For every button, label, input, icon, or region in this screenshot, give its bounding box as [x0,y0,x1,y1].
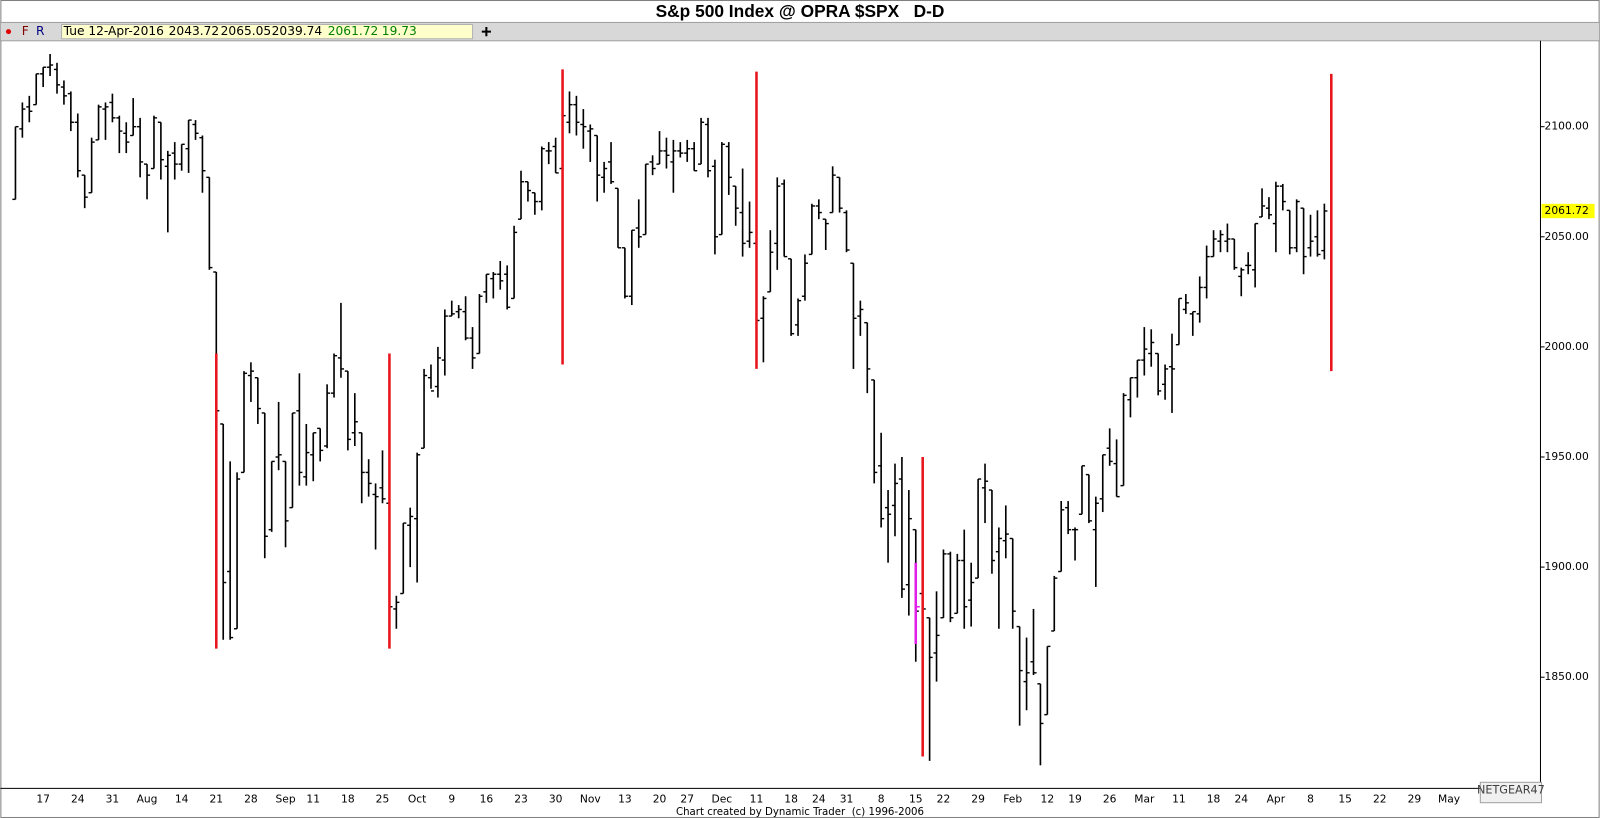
x-tick-label: 31 [840,793,854,806]
x-tick-label: 22 [937,793,951,806]
y-tick-label: 1850.00 [1545,670,1589,683]
x-tick-label: 22 [1373,793,1387,806]
x-tick-label: 28 [244,793,258,806]
x-tick-label: 12 [1041,793,1055,806]
x-tick-label: Feb [1003,793,1022,806]
x-tick-label: 11 [306,793,320,806]
x-tick-label: 27 [680,793,694,806]
y-tick-label: 2050.00 [1545,230,1589,243]
credit: Chart created by Dynamic Trader (c) 1996… [676,807,924,818]
x-tick-label: 16 [480,793,494,806]
x-tick-label: 18 [1207,793,1221,806]
quote-close: 2061.72 [328,24,379,38]
x-tick-label: Oct [408,793,426,806]
quote-box [61,23,474,40]
x-tick-label: 29 [1408,793,1422,806]
x-tick-label: 11 [750,793,764,806]
x-tick-label: 24 [71,793,85,806]
x-tick-label: 23 [514,793,528,806]
x-tick-label: Dec [712,793,733,806]
x-tick-label: 9 [448,793,455,806]
x-tick-label: Mar [1134,793,1155,806]
x-tick-label: 8 [878,793,885,806]
last-price-label: 2061.72 [1545,204,1589,217]
x-tick-label: 18 [784,793,798,806]
x-tick-label: May [1438,793,1460,806]
x-tick-label: 15 [1338,793,1352,806]
x-tick-label: 13 [618,793,632,806]
x-tick-label: 15 [909,793,923,806]
x-tick-label: 20 [653,793,667,806]
toolbar-button[interactable]: F [22,24,29,38]
tag: NETGEAR47 [1477,783,1545,796]
x-tick-label: 14 [175,793,189,806]
x-tick-label: 24 [1234,793,1248,806]
quote-change: 19.73 [382,24,417,38]
x-tick-label: Aug [137,793,158,806]
x-tick-label: 17 [36,793,50,806]
last-price-box [1541,203,1595,219]
record-button[interactable] [5,29,12,35]
y-tick-label: 1950.00 [1545,450,1589,463]
x-tick-label: 19 [1068,793,1082,806]
x-tick-label: 31 [106,793,120,806]
plot: 1850.00 1900.00 1950.00 2000.00 2050.00 2100.… [12,54,1595,806]
x-tick-label: 24 [812,793,826,806]
x-tick-label: Nov [580,793,601,806]
chart-title: S&p 500 Index @ OPRA $SPX D-D [656,1,945,21]
x-tick-label: 18 [341,793,355,806]
x-tick-label: 11 [1172,793,1186,806]
x-tick-label: 8 [1307,793,1314,806]
x-tick-label: Apr [1267,793,1286,806]
x-tick-label: Sep [275,793,295,806]
x-tick-label: 21 [209,793,223,806]
x-tick-label: 30 [549,793,563,806]
x-tick-label: 26 [1103,793,1117,806]
quote-open: 2043.72 [169,24,220,38]
add-button[interactable] [481,27,491,37]
x-tick-label: 25 [376,793,390,806]
y-tick-label: 1900.00 [1545,560,1589,573]
quote-date: Tue 12-Apr-2016 [63,24,164,38]
y-tick-label: 2100.00 [1545,120,1589,133]
tag-box [1479,781,1543,804]
toolbar-button[interactable]: R [36,24,45,38]
quote-high: 2065.05 [221,24,272,38]
quote-low: 2039.74 [272,24,323,38]
x-tick-label: 29 [971,793,985,806]
y-tick-label: 2000.00 [1545,340,1589,353]
